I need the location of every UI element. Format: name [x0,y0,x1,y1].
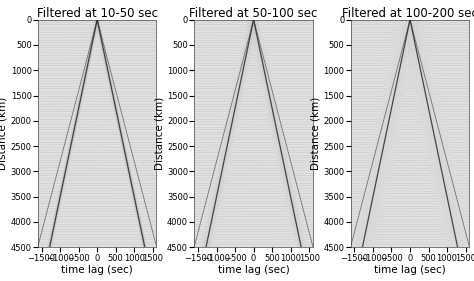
X-axis label: time lag (sec): time lag (sec) [61,265,133,275]
X-axis label: time lag (sec): time lag (sec) [374,265,446,275]
Title: Filtered at 100-200 sec: Filtered at 100-200 sec [342,7,474,20]
Title: Filtered at 10-50 sec: Filtered at 10-50 sec [36,7,158,20]
Y-axis label: Distance (km): Distance (km) [310,97,320,170]
Y-axis label: Distance (km): Distance (km) [0,97,8,170]
Y-axis label: Distance (km): Distance (km) [154,97,164,170]
Title: Filtered at 50-100 sec: Filtered at 50-100 sec [190,7,318,20]
X-axis label: time lag (sec): time lag (sec) [218,265,290,275]
